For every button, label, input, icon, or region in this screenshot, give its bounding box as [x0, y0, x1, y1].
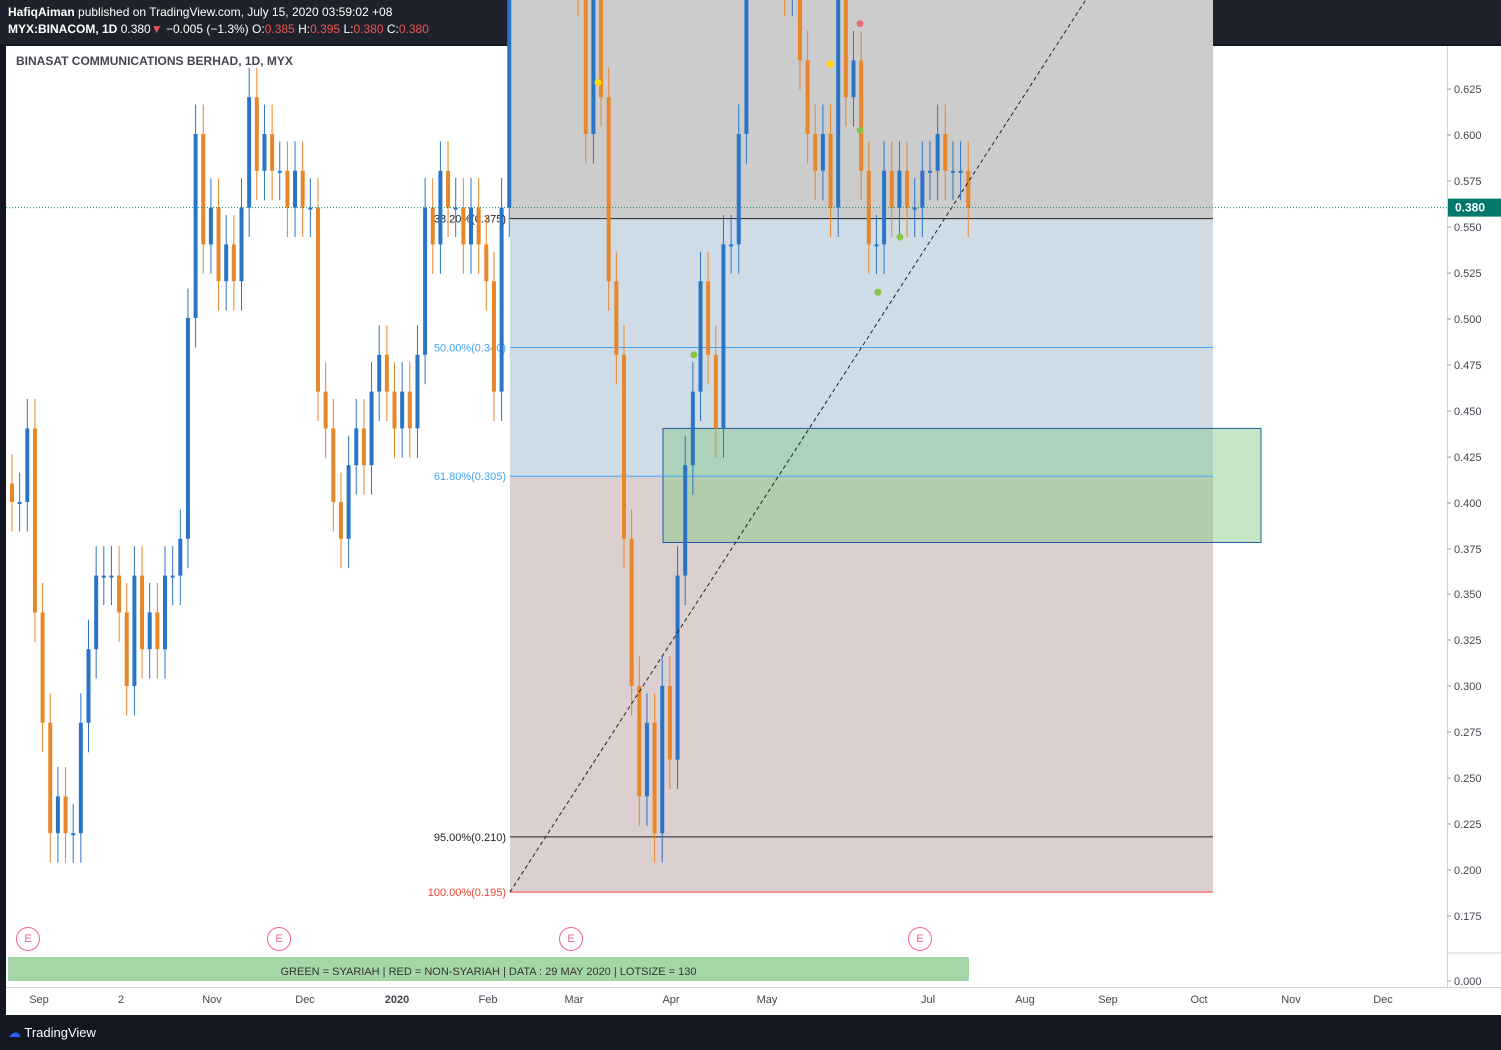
author-name[interactable]: HafiqAiman	[8, 5, 75, 19]
close-label: C:	[386, 22, 399, 36]
symbol-label: MYX:BINACOM, 1D	[8, 22, 118, 36]
ohlc-line: MYX:BINACOM, 1D 0.380▼ −0.005 (−1.3%) O:…	[8, 22, 429, 36]
low-value: 0.380	[353, 22, 384, 36]
publish-info: HafiqAiman published on TradingView.com,…	[8, 5, 392, 19]
high-label: H:	[298, 22, 311, 36]
last-price: 0.380	[120, 22, 151, 36]
price-change: −0.005 (−1.3%)	[165, 22, 249, 36]
earnings-icon[interactable]: E	[16, 927, 40, 951]
high-value: 0.395	[310, 22, 341, 36]
publish-text: published on TradingView.com, July 15, 2…	[78, 5, 393, 19]
open-label: O:	[252, 22, 265, 36]
close-value: 0.380	[398, 22, 429, 36]
syariah-banner: GREEN = SYARIAH | RED = NON-SYARIAH | DA…	[8, 957, 969, 981]
publish-header: HafiqAiman published on TradingView.com,…	[0, 0, 1501, 44]
earnings-icon[interactable]: E	[908, 927, 932, 951]
earnings-icon[interactable]: E	[267, 927, 291, 951]
low-label: L:	[343, 22, 354, 36]
down-arrow-icon: ▼	[150, 22, 163, 36]
earnings-icon[interactable]: E	[559, 927, 583, 951]
price-axis[interactable]	[1447, 46, 1501, 987]
brand-name: TradingView	[24, 1025, 96, 1040]
tradingview-logo[interactable]: ☁ TradingView	[8, 1025, 96, 1041]
chart-pane[interactable]	[6, 46, 1447, 987]
time-axis[interactable]	[6, 987, 1501, 1016]
chart-title: BINASAT COMMUNICATIONS BERHAD, 1D, MYX	[16, 54, 293, 68]
open-value: 0.385	[264, 22, 295, 36]
cloud-icon: ☁	[8, 1025, 21, 1040]
footer: ☁ TradingView	[0, 1015, 1501, 1050]
